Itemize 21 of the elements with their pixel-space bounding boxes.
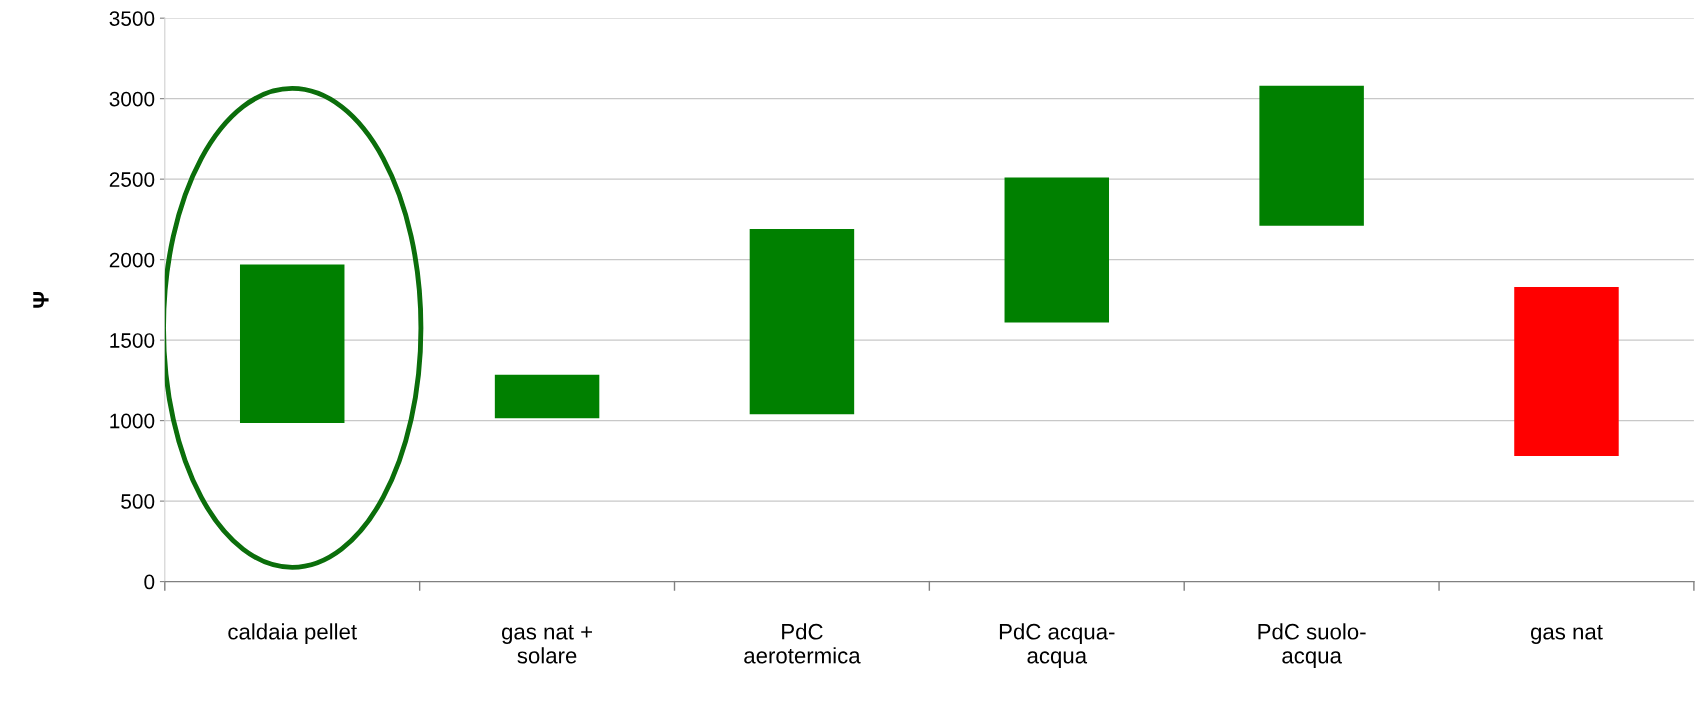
bar [494,374,600,419]
y-tick-label: 2500 [109,172,155,187]
x-tick-label: gas nat [1530,625,1603,644]
x-tick-label: caldaia pellet [228,623,357,644]
bar [1259,85,1364,226]
x-tick-label: PdC suolo- acqua [1258,623,1366,668]
bar [749,229,855,415]
y-axis-title: Ψ [33,291,49,308]
y-tick-label: 0 [144,574,155,590]
y-tick-label: 3000 [109,91,155,107]
y-tick-label: 500 [121,494,155,509]
x-tick-label: PdC acqua- acqua [999,623,1115,668]
y-tick-label: 3500 [109,11,155,26]
y-tick-label: 1000 [110,413,155,429]
x-tick-label: PdC aerotermica [744,623,861,664]
bar [1004,177,1110,323]
x-tick-label: gas nat + solare [501,625,593,664]
y-tick-label: 2000 [109,252,155,268]
bar [1514,287,1619,457]
bar [239,264,345,424]
y-tick-label: 1500 [110,333,155,348]
